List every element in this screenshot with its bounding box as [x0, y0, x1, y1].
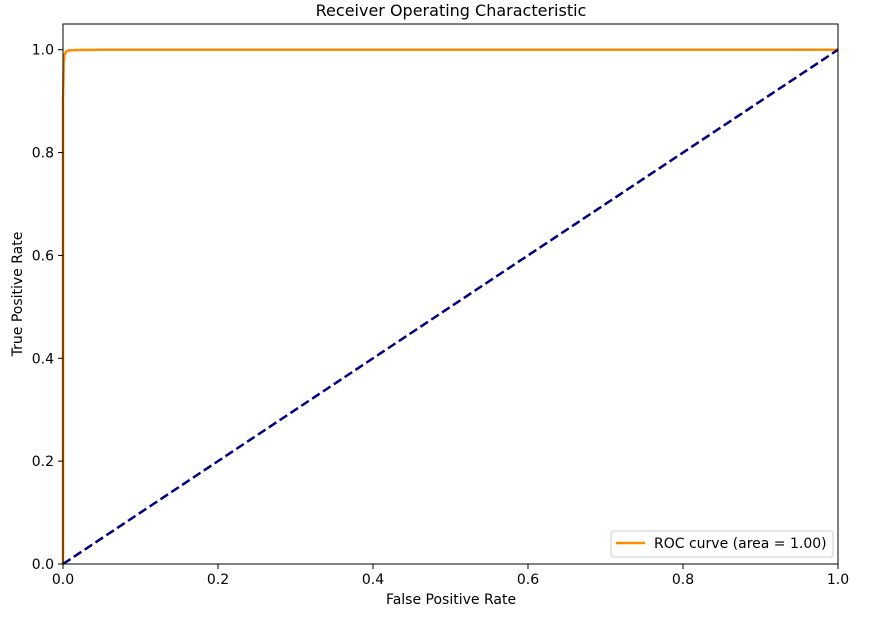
x-tick-label: 0.2 [207, 572, 229, 588]
x-tick-label: 0.0 [52, 572, 74, 588]
y-tick-label: 0.8 [32, 146, 54, 162]
plot-frame [62, 23, 839, 565]
y-tick-label: 0.0 [32, 557, 54, 573]
roc-curve-line [61, 48, 838, 564]
x-axis-label: False Positive Rate [386, 592, 516, 608]
x-tick-label: 0.8 [672, 572, 694, 588]
x-tick-label: 1.0 [827, 572, 849, 588]
x-tick-label: 0.4 [362, 572, 384, 588]
y-tick-label: 0.2 [32, 454, 54, 470]
x-tick-label: 0.6 [517, 572, 539, 588]
y-tick-label: 0.6 [32, 248, 54, 264]
legend-label-roc: ROC curve (area = 1.00) [654, 536, 827, 552]
legend: ROC curve (area = 1.00) [610, 530, 834, 558]
axis-ticks: 0.0 0.2 0.4 0.6 0.8 1.0 0.0 0.2 0.4 0.6 0.8 1.0 [32, 43, 849, 588]
chance-diagonal-line [62, 48, 839, 566]
chart-title: Receiver Operating Characteristic [316, 1, 587, 20]
y-axis-label: True Positive Rate [10, 232, 26, 358]
legend-box [610, 530, 834, 558]
y-tick-label: 0.4 [32, 351, 54, 367]
y-tick-label: 1.0 [32, 43, 54, 59]
plot-area [61, 48, 839, 566]
